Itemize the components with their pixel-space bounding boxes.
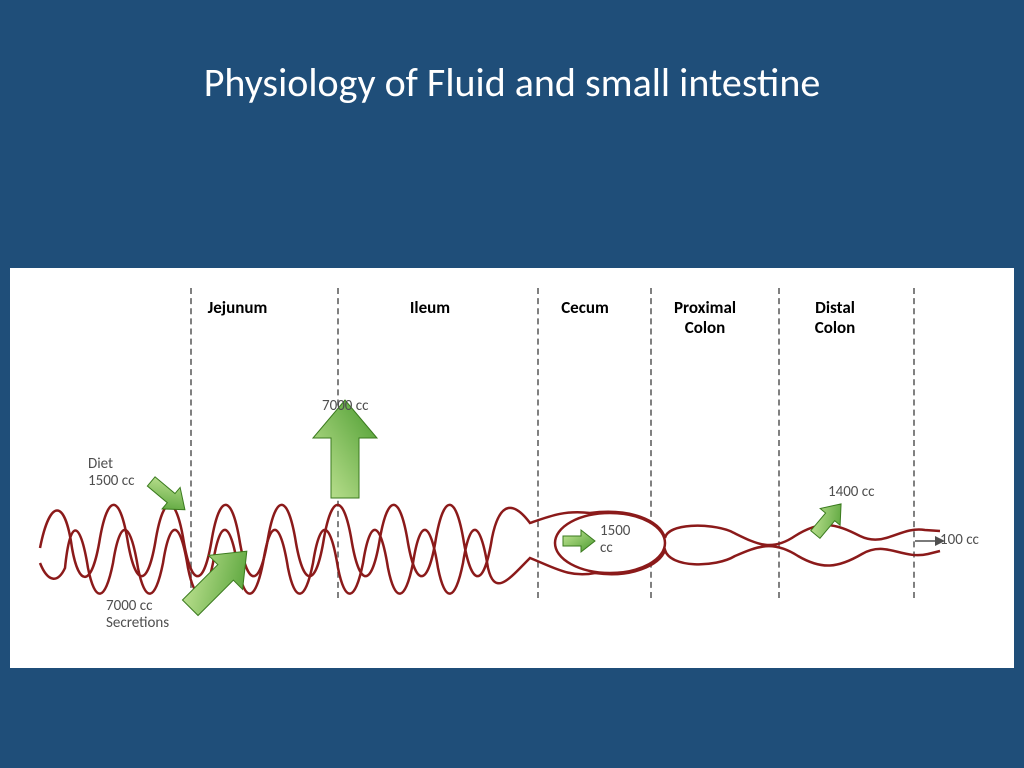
diet-label: Diet 1500 cc — [88, 456, 135, 491]
intestine-bottom-path — [40, 530, 940, 594]
diet-arrow-icon — [142, 471, 194, 521]
intestine-top-path — [40, 505, 940, 577]
slide-title: Physiology of Fluid and small intestine — [0, 0, 1024, 107]
colon-absorb-arrow-icon — [805, 495, 851, 542]
output-label: 100 cc — [940, 532, 979, 549]
secretions-arrow-icon — [173, 534, 264, 625]
absorption-label: 7000 cc — [322, 398, 369, 415]
colon-absorb-label: 1400 cc — [828, 484, 875, 501]
secretions-label: 7000 cc Secretions — [106, 598, 169, 633]
diagram-panel: Jejunum Ileum Cecum Proximal Colon Dista… — [10, 268, 1014, 668]
cecum-flow-label: 1500 cc — [600, 523, 630, 558]
